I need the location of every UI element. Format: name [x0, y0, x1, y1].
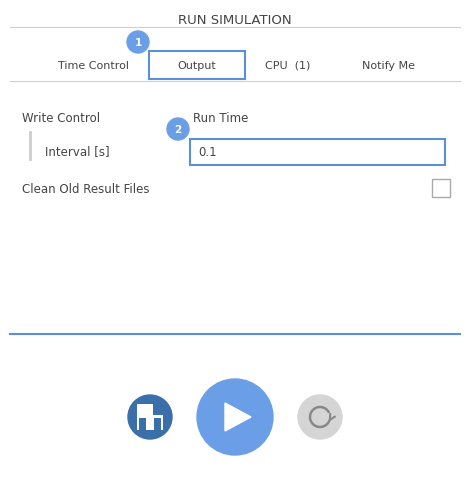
- Circle shape: [167, 119, 189, 141]
- Circle shape: [127, 32, 149, 54]
- Text: Write Control: Write Control: [22, 111, 100, 124]
- Text: Clean Old Result Files: Clean Old Result Files: [22, 183, 149, 196]
- FancyBboxPatch shape: [146, 418, 154, 430]
- FancyBboxPatch shape: [137, 404, 163, 430]
- Text: 2: 2: [174, 125, 181, 135]
- Text: Output: Output: [178, 61, 216, 71]
- Text: 0.1: 0.1: [198, 146, 217, 159]
- Text: 1: 1: [134, 38, 141, 48]
- Text: CPU  (1): CPU (1): [265, 61, 311, 71]
- Text: Run Time: Run Time: [193, 111, 248, 124]
- Circle shape: [298, 395, 342, 439]
- Text: Interval [s]: Interval [s]: [45, 145, 110, 158]
- Circle shape: [128, 395, 172, 439]
- Circle shape: [197, 379, 273, 455]
- FancyBboxPatch shape: [139, 418, 161, 430]
- Text: Notify Me: Notify Me: [361, 61, 415, 71]
- Text: RUN SIMULATION: RUN SIMULATION: [178, 14, 292, 27]
- FancyBboxPatch shape: [149, 52, 245, 80]
- FancyBboxPatch shape: [190, 140, 445, 166]
- Text: Time Control: Time Control: [57, 61, 128, 71]
- Polygon shape: [225, 403, 251, 431]
- FancyBboxPatch shape: [153, 404, 163, 415]
- FancyBboxPatch shape: [432, 180, 450, 197]
